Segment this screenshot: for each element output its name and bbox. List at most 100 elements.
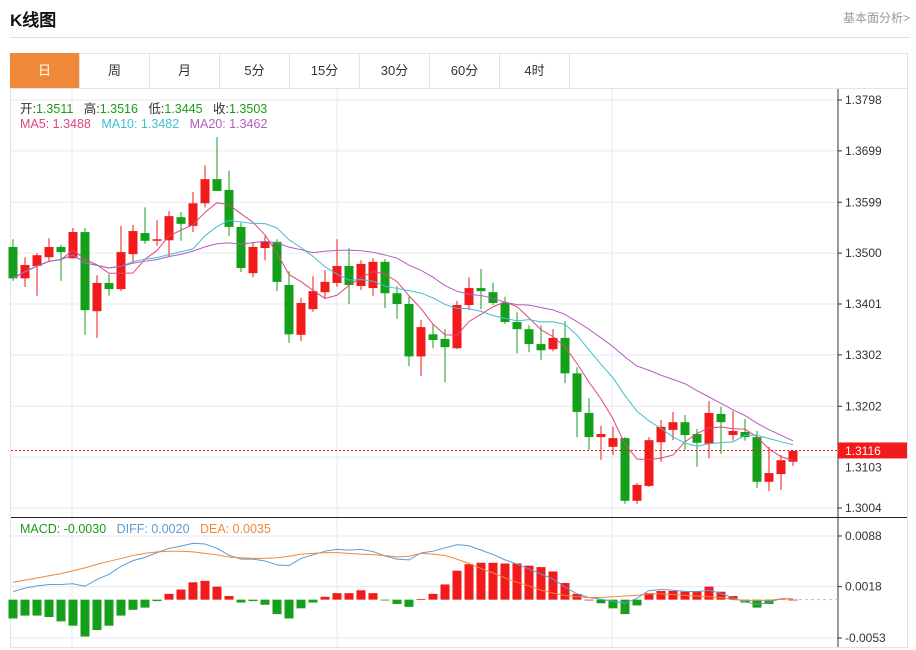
- candle-body: [32, 255, 42, 266]
- candle: [80, 227, 90, 335]
- ma-info: MA5: 1.3488 MA10: 1.3482 MA20: 1.3462: [20, 117, 267, 131]
- open-value: 1.3511: [35, 102, 74, 116]
- tab-60min[interactable]: 60分: [430, 53, 500, 88]
- macd-bar: [464, 564, 474, 600]
- price-tick-label: 1.3401: [845, 297, 882, 311]
- candle-body: [392, 293, 402, 304]
- candle-body: [752, 437, 762, 482]
- candle-body: [536, 344, 546, 351]
- candle-body: [716, 413, 726, 423]
- tab-month[interactable]: 月: [150, 53, 220, 88]
- current-price-tag: [838, 442, 907, 459]
- candle: [68, 227, 78, 259]
- candle-body: [164, 216, 174, 241]
- candle-body: [788, 450, 798, 462]
- candle-body: [740, 431, 750, 438]
- open-label: 开:: [20, 102, 36, 116]
- macd-bar: [704, 586, 714, 600]
- candle: [356, 260, 366, 291]
- tab-30min[interactable]: 30分: [360, 53, 430, 88]
- macd-bar: [344, 593, 354, 600]
- candle: [176, 212, 186, 241]
- tab-day[interactable]: 日: [10, 53, 80, 88]
- header-divider: [10, 37, 910, 38]
- candle: [344, 247, 354, 304]
- chart-panel: [10, 53, 908, 648]
- macd-bar: [488, 562, 498, 600]
- macd-bar: [536, 567, 546, 600]
- candle-body: [344, 265, 354, 285]
- macd-tick-label: -0.0053: [845, 631, 886, 645]
- macd-bar: [764, 599, 774, 604]
- candle: [188, 191, 198, 233]
- candle: [728, 410, 738, 441]
- high-value: 1.3516: [99, 102, 138, 116]
- dea-line: [12, 550, 793, 601]
- macd-bar: [332, 593, 342, 600]
- candle-body: [176, 217, 186, 224]
- tab-4hour[interactable]: 4时: [500, 53, 570, 88]
- macd-bar: [380, 599, 390, 601]
- candle-body: [416, 327, 426, 357]
- candle: [212, 136, 222, 191]
- current-price-label: 1.3116: [845, 444, 881, 458]
- candle: [572, 367, 582, 438]
- close-label: 收:: [213, 102, 229, 116]
- macd-bar: [212, 586, 222, 600]
- candle-body: [8, 246, 18, 279]
- macd-bar: [176, 589, 186, 600]
- candle: [644, 437, 654, 487]
- macd-info: MACD: -0.0030 DIFF: 0.0020 DEA: 0.0035: [20, 522, 271, 536]
- price-tick-label: 1.3699: [845, 144, 882, 158]
- candle: [128, 224, 138, 263]
- candle: [8, 239, 18, 281]
- candle: [740, 419, 750, 441]
- candle: [140, 207, 150, 244]
- price-tick-label: 1.3004: [845, 501, 882, 515]
- candle-body: [620, 438, 630, 501]
- fundamental-analysis-link[interactable]: 基本面分析>: [842, 11, 910, 25]
- candle: [584, 398, 594, 450]
- ma-line-ma20: [12, 240, 794, 442]
- macd-bar: [296, 599, 306, 609]
- macd-bar: [440, 584, 450, 600]
- candle: [416, 319, 426, 376]
- candle-body: [356, 263, 366, 287]
- candle-body: [212, 179, 222, 191]
- candle: [440, 329, 450, 383]
- tab-week[interactable]: 周: [80, 53, 150, 88]
- candle: [404, 296, 414, 367]
- macd-bar: [512, 563, 522, 600]
- price-tick-label: 1.3302: [845, 348, 882, 362]
- ma5-value: MA5: 1.3488: [20, 117, 91, 131]
- macd-bar: [644, 593, 654, 600]
- macd-bar: [428, 593, 438, 600]
- macd-bar: [452, 570, 462, 600]
- candle-body: [548, 337, 558, 350]
- dea-value: DEA: 0.0035: [199, 522, 271, 536]
- tab-5min[interactable]: 5分: [220, 53, 290, 88]
- page-title: K线图: [10, 11, 57, 30]
- macd-bar: [596, 599, 606, 604]
- candle: [164, 210, 174, 258]
- macd-value: MACD: -0.0030: [20, 522, 107, 536]
- tab-15min[interactable]: 15分: [290, 53, 360, 88]
- candle-body: [116, 252, 126, 290]
- macd-bar: [188, 582, 198, 600]
- candle: [656, 420, 666, 462]
- candle-body: [464, 288, 474, 306]
- macd-bar: [32, 599, 42, 616]
- macd-bar: [416, 598, 426, 600]
- candle: [680, 414, 690, 450]
- candle: [788, 449, 798, 466]
- macd-bar: [56, 599, 66, 622]
- macd-bar: [200, 580, 210, 600]
- macd-bar: [608, 599, 618, 609]
- candle: [116, 225, 126, 292]
- macd-tick-label: 0.0088: [845, 529, 882, 543]
- candle-body: [380, 261, 390, 294]
- candle: [428, 324, 438, 349]
- diff-value: DIFF: 0.0020: [116, 522, 190, 536]
- macd-bar: [356, 590, 366, 600]
